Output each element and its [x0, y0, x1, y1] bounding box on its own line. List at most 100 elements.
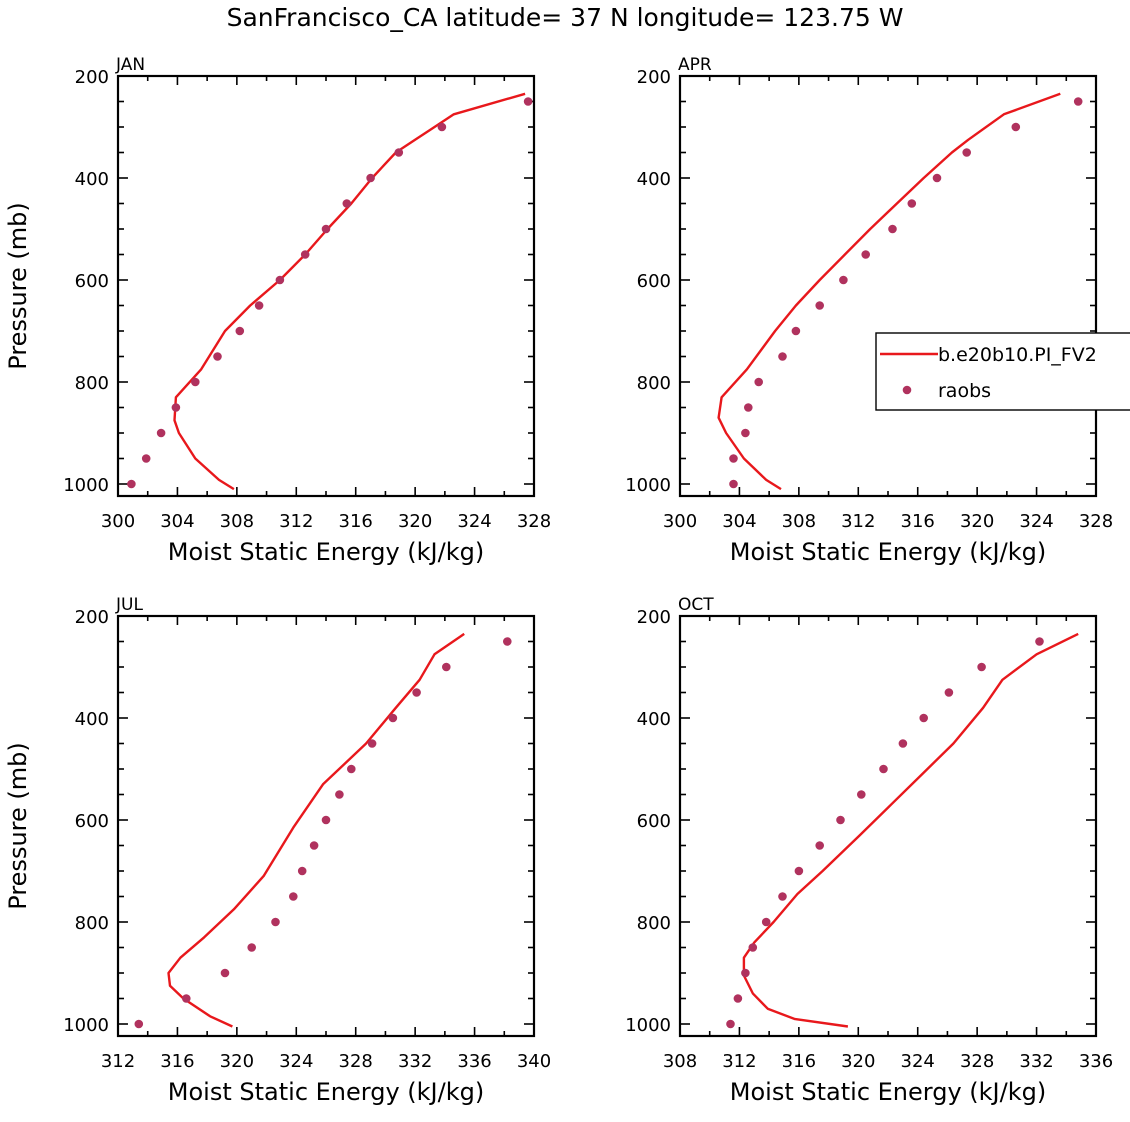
y-tick-label: 800 [75, 913, 109, 934]
x-tick-label: 320 [398, 511, 432, 532]
obs-point [729, 479, 738, 489]
obs-point [297, 866, 307, 876]
obs-point [815, 841, 824, 850]
obs-point [741, 428, 750, 438]
obs-point [754, 377, 763, 387]
x-tick-label: 324 [901, 1051, 935, 1072]
x-tick-label: 328 [1079, 511, 1113, 532]
obs-point [726, 1019, 735, 1029]
obs-point [394, 148, 404, 157]
y-tick-label: 1000 [63, 1015, 109, 1036]
series-line-model [167, 632, 465, 1028]
x-tick-label: 300 [663, 511, 697, 532]
obs-point [733, 994, 743, 1003]
obs-point [888, 224, 897, 234]
y-axis-label: Pressure (mb) [4, 742, 32, 909]
obs-point [321, 815, 331, 825]
obs-point [815, 301, 824, 310]
obs-point [235, 326, 245, 336]
obs-point [977, 662, 986, 672]
series-line-model [717, 92, 1061, 491]
obs-point [778, 352, 787, 361]
legend-marker-sample [902, 385, 912, 395]
obs-point [523, 97, 533, 106]
obs-point [412, 688, 421, 697]
obs-point [367, 739, 377, 748]
legend-label-obs: raobs [938, 380, 991, 402]
obs-point [1011, 122, 1021, 132]
y-tick-label: 1000 [625, 1015, 671, 1036]
obs-point [213, 352, 222, 361]
legend-label-model: b.e20b10.PI_FV2 [938, 344, 1097, 366]
x-tick-label: 308 [663, 1051, 697, 1072]
panel-oct: 308 312 316 320 324 328 332 336 200 400 600 800 1000… [625, 595, 1113, 1106]
y-tick-label: 400 [75, 169, 109, 190]
obs-point [778, 892, 787, 901]
panels: 300 304 308 312 316 320 324 328 200 400 600 800 1000… [4, 55, 1113, 1106]
figure-title: SanFrancisco_CA latitude= 37 N longitude… [227, 3, 904, 32]
obs-point [962, 148, 971, 157]
y-tick-label: 400 [637, 709, 671, 730]
obs-point [309, 841, 319, 850]
obs-point [1073, 97, 1083, 106]
y-tick-label: 800 [75, 373, 109, 394]
obs-point [944, 688, 954, 697]
obs-point [932, 173, 942, 183]
obs-point [289, 892, 298, 901]
obs-point [388, 713, 398, 723]
obs-point [141, 454, 151, 463]
obs-point [839, 275, 848, 285]
x-tick-label: 340 [517, 1051, 551, 1072]
y-tick-label: 600 [637, 811, 671, 832]
obs-point [347, 764, 356, 774]
obs-point [729, 454, 738, 463]
legend: b.e20b10.PI_FV2 raobs [875, 332, 1130, 411]
x-tick-label: 316 [160, 1051, 194, 1072]
panel-label: APR [678, 55, 712, 75]
x-tick-label: 316 [901, 511, 935, 532]
x-tick-label: 304 [160, 511, 194, 532]
x-tick-label: 320 [841, 1051, 875, 1072]
x-tick-label: 336 [457, 1051, 491, 1072]
x-axis-label: Moist Static Energy (kJ/kg) [730, 538, 1046, 566]
obs-point [127, 479, 136, 489]
obs-point [898, 739, 908, 748]
x-tick-label: 312 [101, 1051, 135, 1072]
x-tick-label: 308 [220, 511, 254, 532]
x-tick-label: 312 [841, 511, 875, 532]
x-tick-label: 324 [279, 1051, 313, 1072]
obs-point [271, 917, 280, 927]
obs-point [220, 968, 230, 978]
x-tick-label: 300 [101, 511, 135, 532]
panel-jul: 312 316 320 324 328 332 336 340 200 400 600 800 1000… [4, 595, 551, 1106]
obs-point [907, 199, 917, 208]
x-tick-label: 328 [339, 1051, 373, 1072]
x-tick-label: 328 [960, 1051, 994, 1072]
y-tick-label: 400 [637, 169, 671, 190]
y-tick-label: 200 [637, 67, 671, 88]
obs-point [919, 713, 928, 723]
panel-label: JAN [115, 55, 145, 75]
obs-point [791, 326, 801, 336]
x-tick-label: 308 [782, 511, 816, 532]
obs-point [437, 122, 447, 132]
x-tick-label: 324 [1019, 511, 1053, 532]
obs-point [836, 815, 845, 825]
obs-point [744, 403, 753, 412]
plot-frame [116, 74, 536, 498]
series-line-model [173, 92, 526, 491]
y-tick-label: 200 [75, 67, 109, 88]
obs-point [861, 250, 870, 259]
obs-point [1035, 637, 1044, 646]
y-tick-label: 600 [75, 811, 109, 832]
legend-box [875, 332, 1130, 411]
plot-frame [116, 614, 536, 1038]
obs-point [761, 917, 771, 927]
obs-point [254, 301, 264, 310]
obs-point [748, 943, 758, 952]
obs-point [247, 943, 256, 952]
y-tick-label: 600 [75, 271, 109, 292]
x-tick-label: 320 [220, 1051, 254, 1072]
y-tick-label: 200 [75, 607, 109, 628]
y-tick-label: 1000 [625, 475, 671, 496]
